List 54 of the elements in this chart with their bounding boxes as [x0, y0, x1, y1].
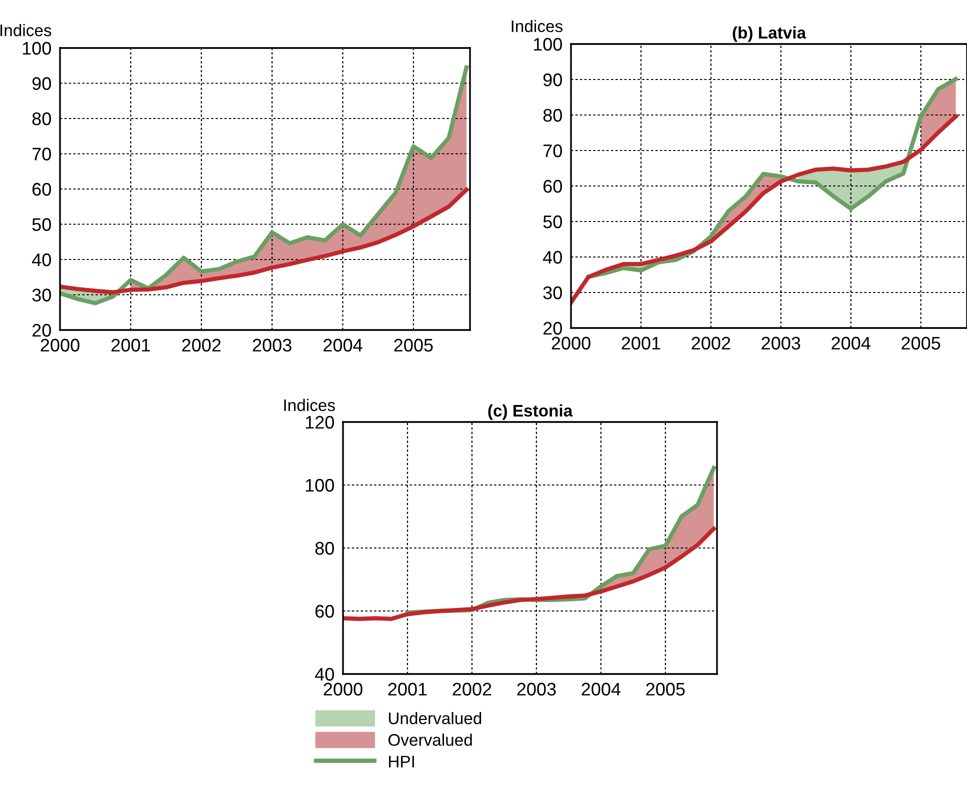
y-axis-title: Indices	[512, 20, 562, 32]
y-tick-label: 50	[543, 215, 562, 228]
y-tick-label: 60	[544, 180, 562, 193]
line-series	[60, 65, 469, 306]
y-tick-label: 70	[544, 144, 562, 158]
line-series	[343, 526, 716, 621]
y-tick-label: 70	[32, 148, 51, 160]
x-tick-label: 2005	[646, 682, 685, 696]
y-tick-label: 40	[32, 253, 51, 266]
y-tick-label: 80	[315, 542, 334, 555]
x-tick-label: 2000	[552, 336, 590, 350]
y-tick-label: 20	[32, 324, 51, 337]
x-tick-label: 2001	[388, 682, 427, 696]
y-tick-label: 20	[543, 322, 562, 335]
y-tick-label: 120	[306, 416, 334, 429]
y-tick-label: 60	[32, 182, 51, 196]
line-series	[586, 77, 958, 279]
y-tick-label: 40	[543, 250, 562, 264]
line-series	[60, 188, 469, 294]
y-tick-label: 100	[534, 38, 562, 51]
x-tick-label: 2003	[252, 338, 292, 352]
x-tick-label: 2001	[622, 336, 660, 350]
y-tick-label: 100	[306, 478, 334, 492]
x-tick-label: 2004	[832, 336, 870, 350]
x-tick-label: 2002	[182, 338, 221, 352]
legend-label: HPI	[389, 756, 414, 768]
x-tick-label: 2004	[582, 682, 620, 696]
x-tick-label: 2005	[902, 336, 940, 350]
y-tick-label: 50	[32, 218, 51, 231]
legend-label: Overvalued	[388, 734, 472, 746]
x-tick-label: 2000	[40, 338, 80, 352]
x-tick-label: 2004	[324, 338, 362, 352]
y-tick-label: 90	[32, 77, 51, 90]
y-tick-label: 40	[315, 668, 334, 681]
y-tick-label: 30	[543, 286, 562, 300]
y-axis-title: Indices	[284, 398, 335, 412]
x-tick-label: 2002	[692, 336, 730, 350]
chart-title: (c) Estonia	[488, 404, 573, 420]
y-axis-title: Indices	[0, 24, 52, 36]
y-tick-label: 30	[32, 288, 51, 302]
x-tick-label: 2000	[324, 682, 362, 696]
y-tick-label: 80	[32, 112, 51, 126]
x-tick-label: 2001	[112, 338, 150, 352]
y-tick-label: 90	[543, 73, 562, 86]
x-tick-label: 2003	[517, 682, 556, 696]
legend-label: Undervalued	[388, 712, 482, 724]
y-tick-label: 100	[22, 42, 51, 55]
chart-title: (b) Latvia	[732, 26, 806, 42]
line-series	[571, 114, 958, 305]
x-tick-label: 2003	[762, 336, 800, 350]
x-tick-label: 2005	[394, 338, 433, 352]
y-tick-label: 80	[543, 108, 562, 122]
x-tick-label: 2002	[452, 682, 492, 696]
y-tick-label: 60	[316, 604, 334, 618]
